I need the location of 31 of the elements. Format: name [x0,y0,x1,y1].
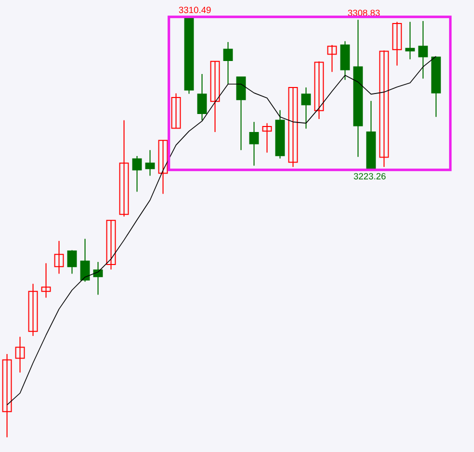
candlestick [106,220,116,270]
candlestick [379,50,389,168]
text: 3308.83 [348,10,380,16]
candlestick [210,60,220,133]
candlestick [171,92,181,129]
candlestick [405,21,415,60]
candlestick [327,44,337,72]
candlestick [197,73,207,121]
candlestick [54,240,64,274]
candlestick [158,140,168,194]
candlestick [288,86,298,168]
candlestick [314,60,324,120]
candlestick [301,86,311,130]
annotation: 3223.26 [354,173,386,180]
candlestick [15,336,25,374]
candlestick [28,283,38,336]
candlestick [67,250,77,274]
candlestick [223,42,233,85]
candlestick [392,21,402,66]
candlestick [132,155,142,192]
candlestick [236,76,246,151]
candlestick [93,261,103,296]
candlestick [249,121,259,166]
candlestick [80,238,90,282]
text: 3310.49 [178,6,211,14]
candlestick [2,354,12,438]
candlestick [418,20,428,80]
candlestick [262,122,272,154]
candlestick [145,150,155,176]
candlestick [119,120,129,218]
candlestick [41,262,51,298]
